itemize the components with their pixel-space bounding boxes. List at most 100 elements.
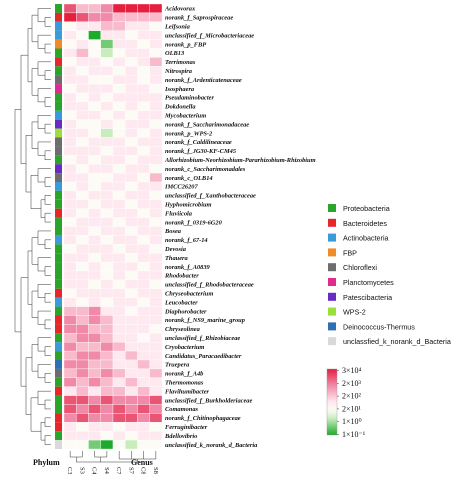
heatmap-cell — [125, 172, 138, 183]
heatmap-cell — [112, 395, 126, 405]
heatmap-cell — [125, 48, 138, 58]
heatmap-cell — [149, 350, 163, 361]
heatmap-cell — [137, 350, 150, 361]
phylum-bar-cell — [55, 208, 62, 218]
heatmap-cell — [63, 404, 77, 414]
heatmap-cell — [149, 413, 163, 423]
phylum-bar-cell — [55, 93, 62, 102]
heatmap-cell — [112, 350, 126, 361]
heatmap-cell — [63, 253, 77, 263]
genus-label: Nitrospira — [164, 68, 193, 75]
genus-label: Fluviicola — [165, 210, 193, 217]
heatmap-cell — [76, 359, 89, 370]
heatmap-cell — [63, 181, 77, 192]
heatmap-cell — [100, 30, 114, 40]
heatmap-cell — [76, 199, 89, 209]
heatmap-cell — [125, 377, 138, 387]
heatmap-cell — [76, 208, 89, 218]
heatmap-cell — [112, 110, 126, 120]
heatmap-cell — [63, 119, 77, 129]
column-label: C4 — [91, 467, 98, 474]
heatmap-cell — [100, 155, 114, 165]
heatmap-cell — [100, 235, 114, 245]
heatmap-cell — [125, 83, 138, 94]
heatmap-cell — [137, 190, 150, 200]
heatmap-cell — [63, 83, 77, 94]
heatmap-cell — [100, 164, 114, 174]
heatmap-cell — [149, 110, 163, 120]
heatmap-cell — [63, 270, 77, 281]
heatmap-cell — [88, 128, 101, 138]
heatmap-cell — [125, 235, 138, 245]
heatmap-cell — [63, 208, 77, 218]
phylum-bar-cell — [55, 360, 62, 369]
heatmap-cell — [137, 288, 150, 298]
heatmap-cell — [137, 83, 150, 94]
heatmap-cell — [88, 333, 101, 343]
legend-swatch — [328, 307, 336, 316]
heatmap-cell — [137, 21, 150, 31]
heatmap-cell — [112, 164, 126, 174]
phylum-bar-cell — [55, 279, 62, 289]
heatmap-cell — [112, 66, 126, 76]
heatmap-cell — [63, 333, 77, 343]
heatmap-cell — [137, 217, 150, 227]
heatmap-cell — [76, 83, 89, 94]
heatmap-cell — [112, 270, 126, 281]
color-scale-label: 2×10² — [342, 392, 362, 401]
heatmap-cell — [112, 261, 126, 272]
phylum-bar-cell — [55, 235, 62, 245]
heatmap-cell — [76, 164, 89, 174]
heatmap-cell — [76, 172, 89, 183]
heatmap-cell — [125, 101, 138, 111]
genus-label: Hyphomicrobium — [164, 201, 212, 208]
genus-label: Diaphorobacter — [164, 308, 207, 315]
heatmap-cell — [100, 324, 114, 334]
column-label: C8 — [140, 467, 147, 474]
heatmap-cell — [100, 431, 114, 441]
heatmap-cell — [88, 190, 101, 200]
heatmap-cell — [112, 333, 126, 343]
column-label: S7 — [127, 467, 134, 474]
heatmap-cell — [137, 359, 150, 370]
phylum-bar-cell — [55, 431, 62, 441]
heatmap-cell — [88, 235, 101, 245]
heatmap-cell — [125, 395, 138, 405]
heatmap-cell — [88, 226, 101, 236]
phylum-bar-cell — [55, 190, 62, 200]
heatmap-cell — [63, 359, 77, 370]
heatmap-cell — [137, 172, 150, 183]
heatmap-cell — [88, 350, 101, 361]
heatmap-cell — [137, 226, 150, 236]
phylum-axis-label: Phylum — [33, 458, 60, 467]
heatmap-cell — [63, 350, 77, 361]
heatmap-cell — [137, 297, 150, 307]
heatmap-cell — [125, 368, 138, 378]
row-dendrogram-branch — [44, 319, 51, 330]
heatmap-cell — [137, 39, 150, 49]
heatmap-cell — [149, 190, 163, 200]
genus-label: norank_p_FBP — [165, 41, 206, 48]
heatmap-cell — [112, 208, 126, 218]
heatmap-cell — [63, 128, 77, 138]
heatmap-cell — [100, 92, 114, 103]
heatmap-cell — [88, 377, 101, 387]
column-label: S3 — [78, 467, 85, 474]
heatmap-cell — [76, 404, 89, 414]
heatmap-cell — [88, 199, 101, 209]
heatmap-cell — [149, 181, 163, 192]
legend-label: Deinococcus-Thermus — [343, 322, 415, 331]
phylum-bar-cell — [55, 386, 62, 396]
heatmap-cell — [76, 30, 89, 40]
heatmap-cell — [63, 368, 77, 378]
row-dendrogram-branch — [37, 168, 51, 183]
phylum-bar-cell — [55, 324, 62, 334]
heatmap-cell — [149, 253, 163, 263]
heatmap-cell — [63, 3, 77, 14]
heatmap-cell — [100, 244, 114, 254]
heatmap-cell — [112, 244, 126, 254]
heatmap-cell — [63, 12, 77, 22]
row-dendrogram-branch — [44, 97, 51, 107]
heatmap-cell — [63, 199, 77, 209]
genus-label: Flavihumibacter — [165, 388, 210, 395]
